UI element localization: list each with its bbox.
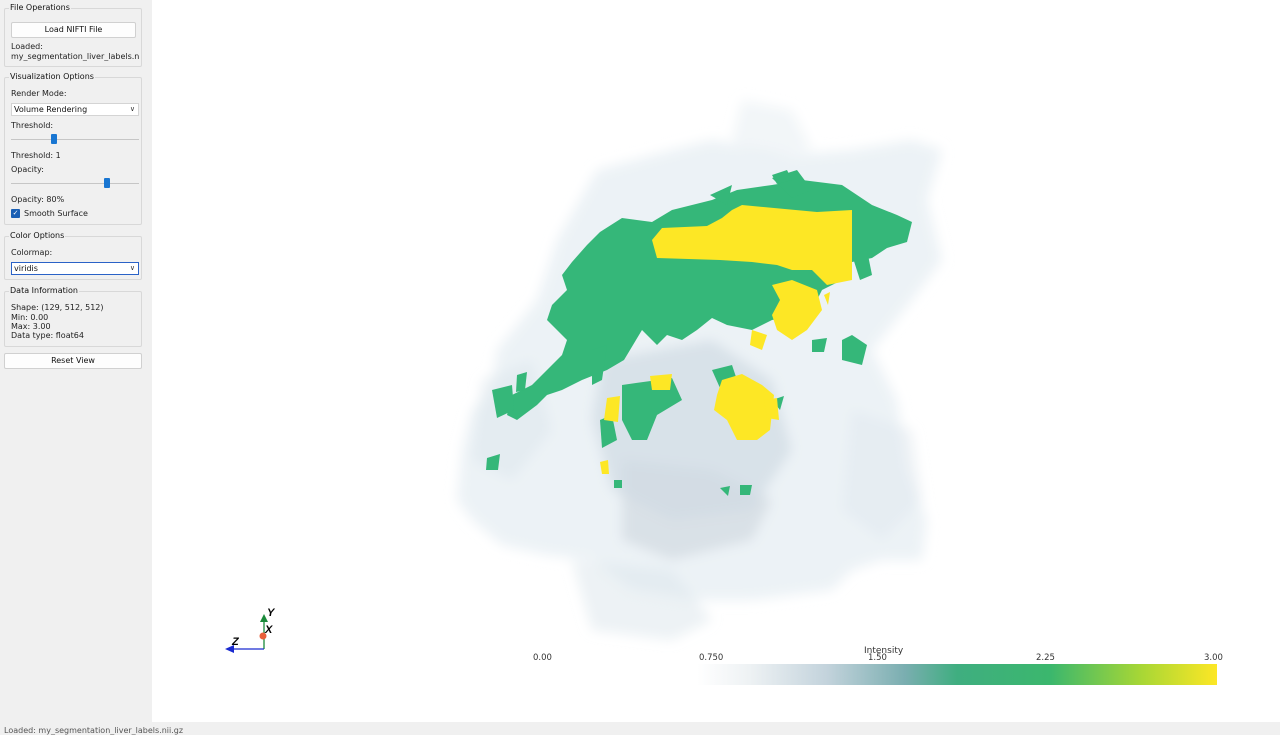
render-mode-label: Render Mode: xyxy=(11,89,67,98)
y-axis-arrow-icon xyxy=(260,614,268,622)
opacity-readout: Opacity: 80% xyxy=(11,195,65,204)
colormap-select[interactable]: viridis ∨ xyxy=(11,262,139,275)
data-max: Max: 3.00 xyxy=(11,322,51,331)
file-operations-group: File Operations Load NIFTI File Loaded: … xyxy=(4,3,142,67)
load-nifti-button[interactable]: Load NIFTI File xyxy=(11,22,136,38)
colorbar-tick: 3.00 xyxy=(1204,653,1223,663)
colorbar-title: Intensity xyxy=(864,646,904,656)
z-axis-arrow-icon xyxy=(225,645,234,653)
reset-view-button[interactable]: Reset View xyxy=(4,353,142,369)
data-information-title: Data Information xyxy=(9,286,79,295)
x-axis-label: X xyxy=(264,624,273,636)
smooth-surface-label: Smooth Surface xyxy=(24,209,88,218)
threshold-readout: Threshold: 1 xyxy=(11,151,61,160)
opacity-label: Opacity: xyxy=(11,165,44,174)
smooth-surface-checkbox[interactable]: ✓ xyxy=(11,209,20,218)
color-options-group: Color Options Colormap: viridis ∨ xyxy=(4,231,142,280)
loaded-label: Loaded: xyxy=(11,42,43,51)
status-bar-text: Loaded: my_segmentation_liver_labels.nii… xyxy=(4,726,184,735)
render-viewport[interactable]: Y X Z Intensity 0.00 0.750 1.50 2.25 3.0… xyxy=(152,0,1280,722)
render-mode-value: Volume Rendering xyxy=(14,105,88,114)
threshold-label: Threshold: xyxy=(11,121,54,130)
loaded-file-name: my_segmentation_liver_labels.nii.g xyxy=(11,52,139,61)
x-axis-dot-icon xyxy=(259,632,267,640)
intensity-colorbar: Intensity 0.00 0.750 1.50 2.25 3.00 xyxy=(533,646,1223,685)
body-volume-haze xyxy=(457,100,942,640)
control-sidebar: File Operations Load NIFTI File Loaded: … xyxy=(0,0,148,722)
colormap-label: Colormap: xyxy=(11,248,53,257)
colormap-value: viridis xyxy=(14,264,38,273)
threshold-slider-track[interactable] xyxy=(11,139,139,140)
visualization-options-title: Visualization Options xyxy=(9,72,95,81)
liver-segmentation-yellow xyxy=(600,205,852,474)
render-mode-select[interactable]: Volume Rendering ∨ xyxy=(11,103,139,116)
color-options-title: Color Options xyxy=(9,231,66,240)
chevron-down-icon: ∨ xyxy=(129,264,135,272)
orientation-axes: Y X Z xyxy=(225,607,276,653)
data-shape: Shape: (129, 512, 512) xyxy=(11,303,104,312)
data-information-group: Data Information Shape: (129, 512, 512) … xyxy=(4,286,142,347)
z-axis-label: Z xyxy=(231,636,240,648)
opacity-slider-handle[interactable] xyxy=(104,178,110,188)
opacity-slider-track[interactable] xyxy=(11,183,139,184)
colorbar-tick: 2.25 xyxy=(1036,653,1055,663)
colorbar-tick: 0.00 xyxy=(533,653,552,663)
chevron-down-icon: ∨ xyxy=(129,105,135,113)
colorbar-tick: 1.50 xyxy=(868,653,887,663)
data-type: Data type: float64 xyxy=(11,331,84,340)
file-operations-title: File Operations xyxy=(9,3,71,12)
colorbar-tick: 0.750 xyxy=(699,653,723,663)
data-min: Min: 0.00 xyxy=(11,313,49,322)
colorbar-gradient xyxy=(697,664,1217,685)
y-axis-label: Y xyxy=(267,607,276,619)
visualization-options-group: Visualization Options Render Mode: Volum… xyxy=(4,72,142,225)
threshold-slider-handle[interactable] xyxy=(51,134,57,144)
volume-render[interactable]: Y X Z Intensity 0.00 0.750 1.50 2.25 3.0… xyxy=(152,0,1280,722)
